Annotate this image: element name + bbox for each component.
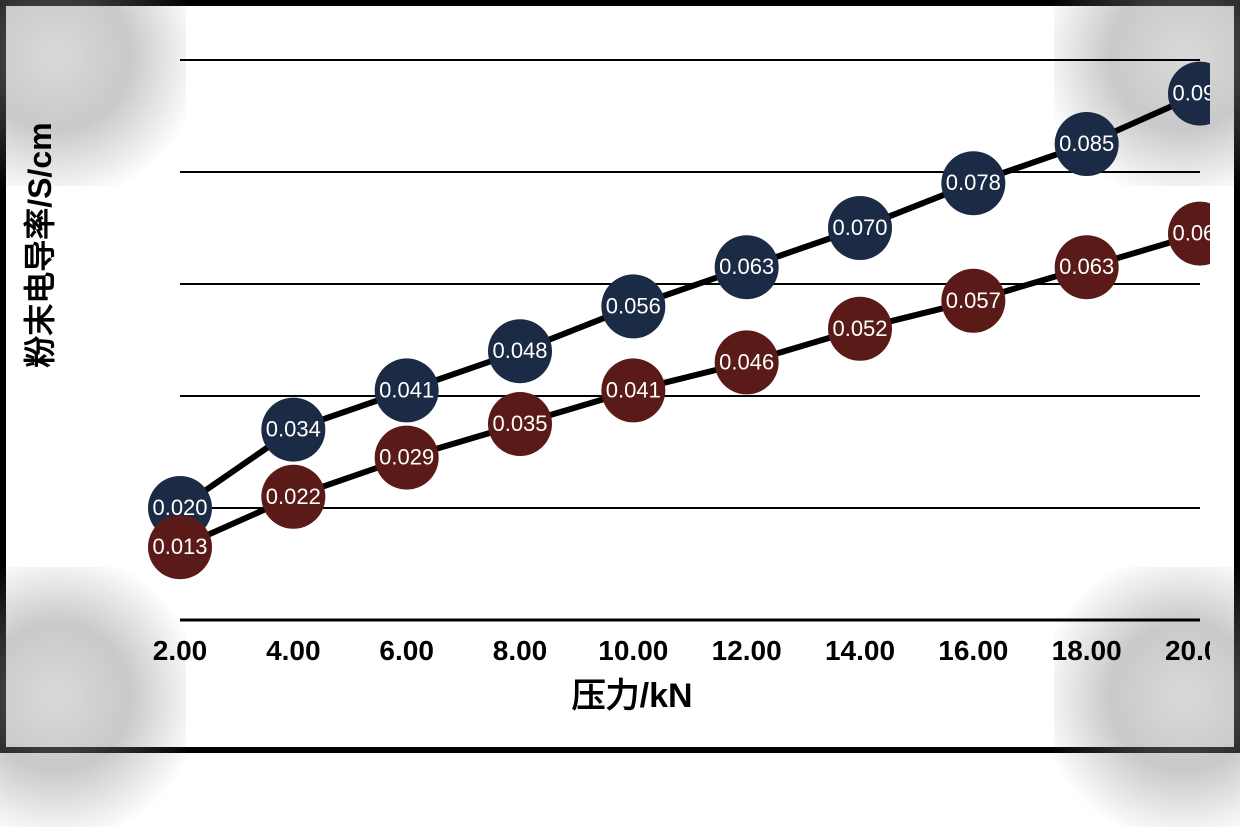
x-axis-label: 压力/kN [572, 668, 693, 717]
x-tick-label: 4.00 [266, 635, 321, 666]
series-upper-value-label: 0.048 [492, 338, 547, 363]
series-upper-value-label: 0.078 [946, 170, 1001, 195]
x-tick-label: 16.00 [938, 635, 1008, 666]
x-tick-label: 20.00 [1165, 635, 1210, 666]
series-upper-value-label: 0.070 [832, 215, 887, 240]
x-tick-label: 10.00 [598, 635, 668, 666]
series-lower-line [180, 234, 1200, 548]
x-tick-label: 6.00 [379, 635, 434, 666]
series-lower-value-label: 0.029 [379, 445, 434, 470]
series-lower-value-label: 0.069 [1172, 221, 1210, 246]
series-lower-value-label: 0.022 [266, 484, 321, 509]
x-tick-label: 14.00 [825, 635, 895, 666]
chart-svg: 2.00 4.00 6.00 8.00 10.00 12.00 14.00 16.00 18.0… [30, 30, 1210, 730]
x-tick-label: 12.00 [712, 635, 782, 666]
series-upper-value-label: 0.085 [1059, 131, 1114, 156]
x-tick-label: 2.00 [153, 635, 208, 666]
series-upper-value-label: 0.094 [1172, 81, 1210, 106]
x-tick-label: 18.00 [1052, 635, 1122, 666]
chart-container: 粉末电导率/S/cm 压力/kN 2.004.006.008.0010.0012… [30, 30, 1210, 723]
series-lower-value-label: 0.035 [492, 411, 547, 436]
series-lower-value-label: 0.041 [606, 377, 661, 402]
series-upper-line [180, 94, 1200, 508]
series-upper-value-label: 0.041 [379, 377, 434, 402]
series-upper-value-label: 0.034 [266, 417, 321, 442]
series-upper-value-label: 0.063 [719, 254, 774, 279]
series-lower-value-label: 0.063 [1059, 254, 1114, 279]
series-lower-value-label: 0.046 [719, 349, 774, 374]
series-lower-value-label: 0.013 [152, 534, 207, 559]
x-tick-label: 8.00 [493, 635, 548, 666]
series-lower-value-label: 0.052 [832, 316, 887, 341]
y-axis-label: 粉末电导率/S/cm [15, 122, 61, 367]
series-lower-value-label: 0.057 [946, 288, 1001, 313]
chart-frame: 粉末电导率/S/cm 压力/kN 2.00 4.00 6.00 8.00 10.00 12… [0, 0, 1240, 753]
series-upper-value-label: 0.056 [606, 293, 661, 318]
